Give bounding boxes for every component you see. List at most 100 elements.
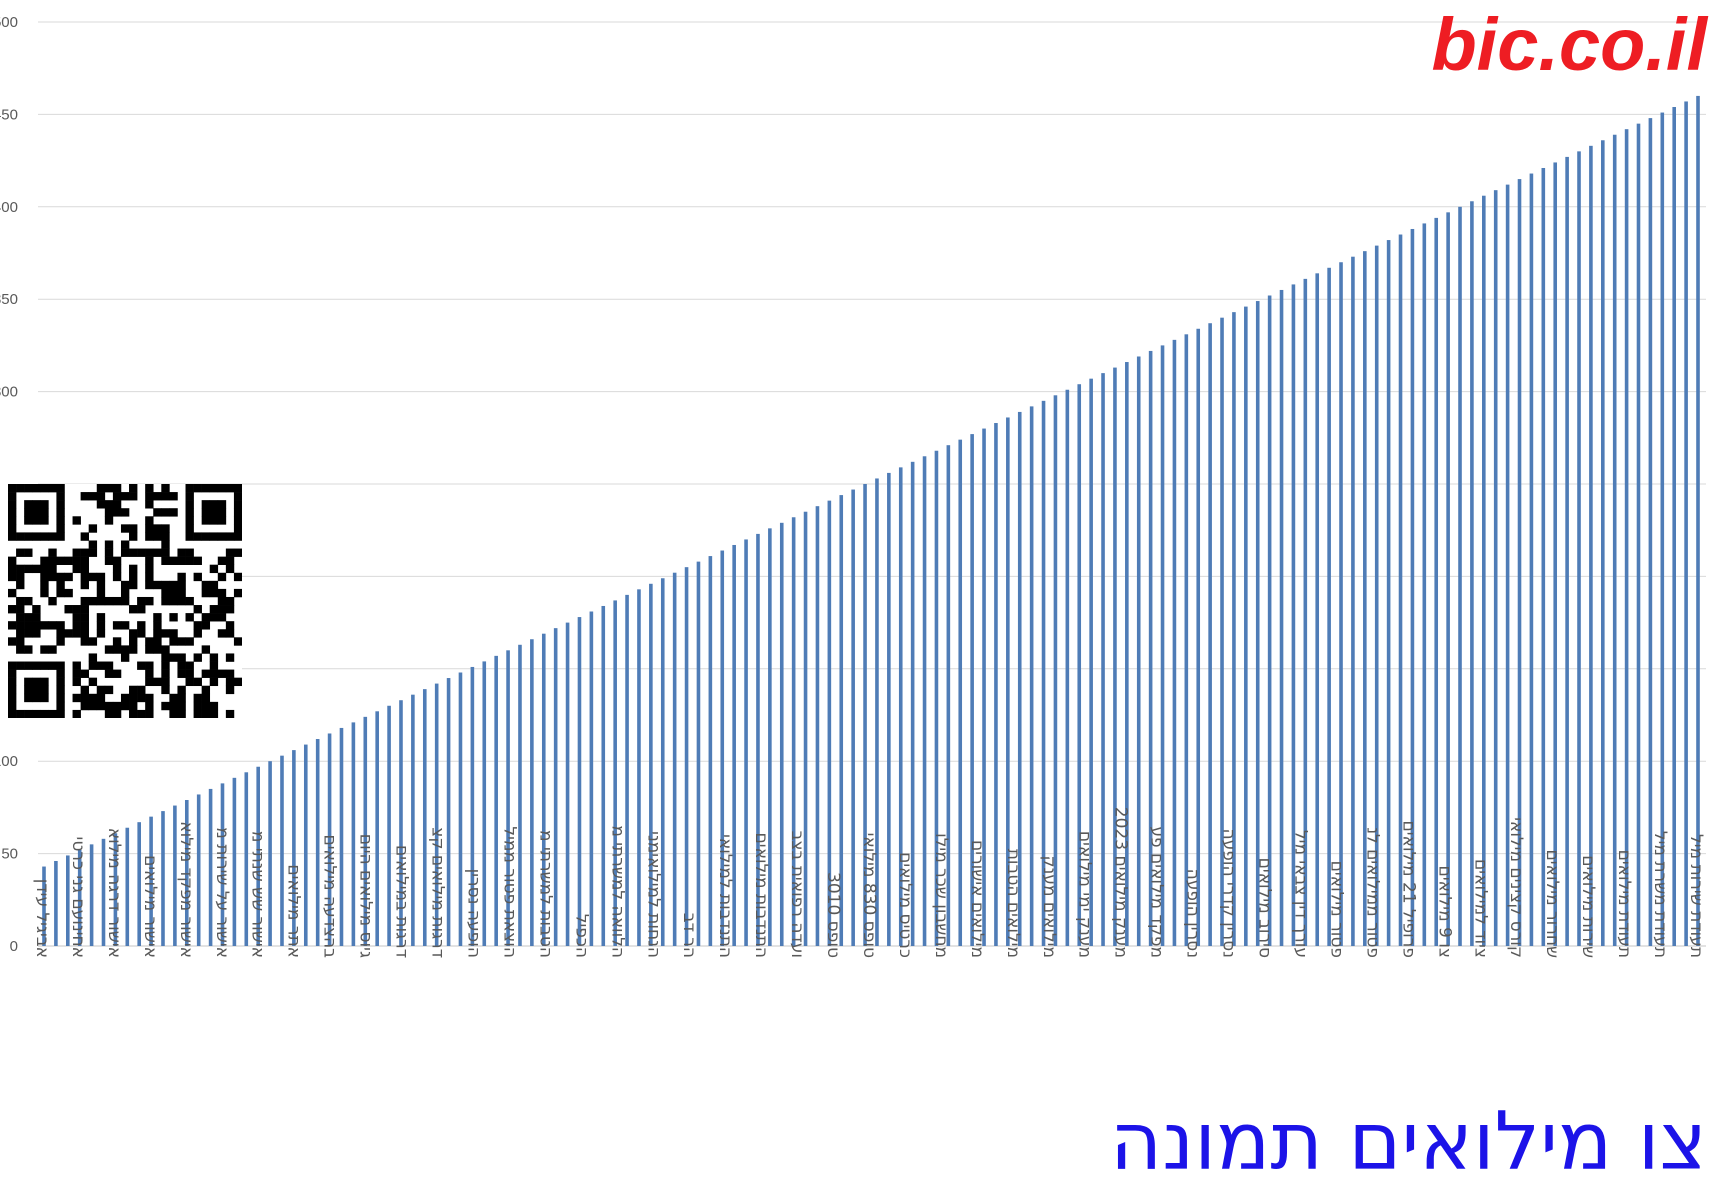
qr-code [8,484,242,718]
bar [1255,301,1260,946]
qr-module [201,693,211,703]
qr-module [8,637,17,646]
qr-module [8,572,17,582]
qr-module [120,653,130,662]
qr-module [88,653,98,662]
qr-module [185,524,194,533]
qr-module [169,588,178,598]
qr-module [169,556,178,565]
qr-module [56,588,65,598]
qr-module [169,508,178,517]
x-category-label: סירוב מילואים [1255,858,1275,958]
bar [827,500,832,946]
x-category-label: תעודת מילואים [1614,850,1634,958]
bar [791,517,796,946]
qr-module [145,677,154,687]
bar [720,550,725,946]
qr-module [185,492,194,501]
qr-module [225,669,235,678]
qr-module [96,693,106,703]
qr-module [104,709,114,718]
qr-module [56,709,65,718]
x-category-label: דרגות מילואים קצ [428,827,448,958]
qr-module [40,709,49,718]
bar [66,855,70,946]
qr-module [225,532,235,541]
bar [970,434,974,946]
qr-module [233,532,242,541]
qr-module [24,516,33,525]
qr-module [161,677,170,687]
qr-module [161,645,170,654]
qr-module [129,645,138,654]
qr-module [56,693,65,703]
x-category-label: טופס 830 מילואי [859,833,879,958]
qr-module [161,661,170,670]
qr-module [112,596,122,606]
bar [315,739,320,946]
bar [1470,201,1474,946]
qr-module [193,677,202,687]
qr-module [80,629,89,638]
qr-module [40,645,49,654]
qr-module [112,556,122,565]
x-category-label: ועדה רפואית בצב [787,831,807,958]
qr-module [137,693,146,703]
bar [1339,262,1343,946]
bar [1672,107,1676,946]
x-category-label: הופעה נסרין [464,869,484,958]
bar [1493,190,1498,947]
qr-module [209,701,219,711]
x-category-label: הוצאת פטור ממיל [499,826,519,958]
qr-module [48,661,57,670]
qr-module [137,596,146,606]
qr-module [201,621,211,630]
qr-module [233,508,242,517]
qr-module [201,508,211,517]
qr-module [72,693,81,703]
x-category-label: הר דב [679,913,699,958]
qr-module [129,605,138,614]
bar [613,600,617,946]
qr-module [233,637,242,646]
qr-module [129,532,138,541]
qr-module [193,709,202,718]
qr-module [185,661,194,670]
qr-module [129,629,138,638]
x-category-label: ציוד למילואים [1470,859,1490,958]
qr-module [80,492,89,501]
qr-module [145,516,154,525]
qr-module [112,669,122,678]
qr-module [120,645,130,654]
qr-module [40,661,49,670]
qr-module [145,548,154,557]
qr-module [112,500,122,509]
qr-module [217,532,227,541]
qr-module [40,685,49,695]
x-category-label: מענק מילואים 2023 [1111,807,1131,958]
bar [268,761,272,946]
qr-module [96,661,106,670]
qr-module [217,588,227,598]
qr-module [217,556,227,565]
qr-module [193,484,202,493]
x-category-label: אביגיל עידן [32,879,52,958]
qr-module [104,645,114,654]
qr-module [145,492,154,501]
bar [422,689,427,946]
qr-module [16,613,25,622]
x-category-label: שירות מילואים [1578,855,1598,958]
qr-module [32,500,41,509]
qr-module [48,564,57,574]
qr-module [64,629,73,638]
bar [89,844,94,946]
qr-module [88,701,98,711]
qr-module [145,500,154,509]
bar [946,445,951,946]
qr-module [112,492,122,501]
y-tick-label: 450 [0,106,18,123]
qr-module [217,669,227,678]
qr-module [32,516,41,525]
qr-module [137,629,146,638]
qr-module [169,701,178,711]
